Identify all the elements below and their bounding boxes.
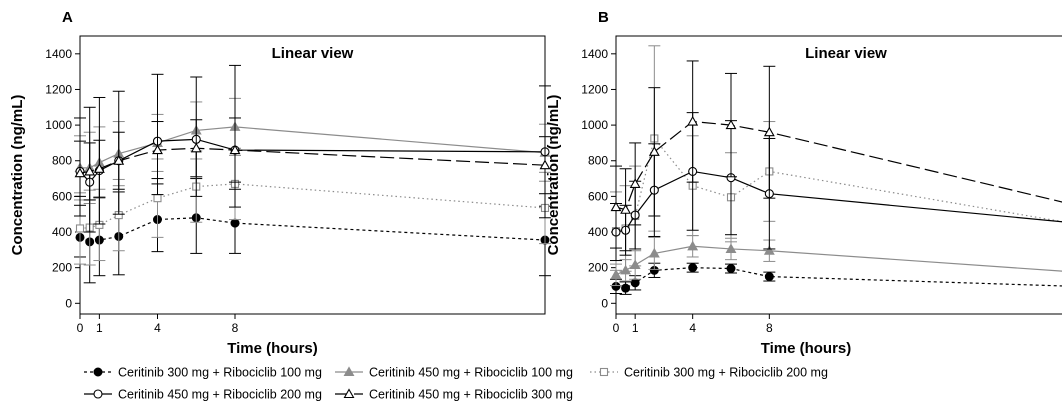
data-point xyxy=(113,155,125,165)
data-point xyxy=(687,240,699,251)
data-point xyxy=(687,115,699,126)
y-tick-label: 400 xyxy=(52,225,72,239)
y-tick-label: 400 xyxy=(588,225,608,239)
data-point xyxy=(764,272,774,282)
x-tick-label: 0 xyxy=(613,321,620,335)
x-tick-label: 0 xyxy=(77,321,84,335)
y-tick-label: 1000 xyxy=(45,118,72,132)
panel-title: Linear view xyxy=(805,45,887,62)
legend-label: Ceritinib 450 mg + Ribociclib 200 mg xyxy=(118,388,322,402)
legend-item-3: Ceritinib 300 mg + Ribociclib 200 mg xyxy=(590,366,828,380)
data-point xyxy=(725,243,737,254)
series-5 xyxy=(74,117,551,206)
data-point xyxy=(763,126,775,137)
series-line xyxy=(615,267,1062,289)
x-tick-label: 1 xyxy=(96,321,103,335)
plot-frame xyxy=(79,35,546,315)
plot-frame xyxy=(615,35,1062,315)
x-axis-label: Time (hours) xyxy=(761,340,852,357)
y-tick-label: 1400 xyxy=(581,47,608,61)
panel-title: Linear view xyxy=(272,45,354,62)
legend-label: Ceritinib 450 mg + Ribociclib 300 mg xyxy=(369,388,573,402)
data-point xyxy=(648,146,660,156)
y-tick-label: 600 xyxy=(52,189,72,203)
legend-item-1: Ceritinib 300 mg + Ribociclib 100 mg xyxy=(84,366,322,380)
series-line xyxy=(79,183,546,230)
data-point xyxy=(610,269,622,279)
y-tick-label: 1200 xyxy=(581,82,608,96)
x-tick-label: 4 xyxy=(689,321,696,335)
series-line xyxy=(79,217,546,243)
data-point xyxy=(84,165,96,176)
data-point xyxy=(75,224,85,233)
data-point xyxy=(539,159,551,170)
x-tick-label: 4 xyxy=(154,321,161,335)
legend-label: Ceritinib 300 mg + Ribociclib 200 mg xyxy=(624,366,828,380)
series-4 xyxy=(610,112,1062,262)
x-tick-label: 8 xyxy=(232,321,239,335)
series-3 xyxy=(610,45,1062,272)
x-tick-label: 1 xyxy=(632,321,639,335)
y-tick-label: 1400 xyxy=(45,47,72,61)
data-point xyxy=(630,278,640,288)
data-point xyxy=(620,204,632,214)
series-2 xyxy=(610,235,1062,286)
data-point xyxy=(621,283,631,293)
y-axis-label: Concentration (ng/mL) xyxy=(545,95,562,256)
data-point xyxy=(763,245,775,255)
y-tick-label: 600 xyxy=(588,189,608,203)
y-tick-label: 1000 xyxy=(581,118,608,132)
series-5 xyxy=(610,60,1062,252)
data-point xyxy=(648,247,660,258)
x-axis-label: Time (hours) xyxy=(227,340,318,357)
data-point xyxy=(153,194,162,203)
legend-item-5: Ceritinib 450 mg + Ribociclib 300 mg xyxy=(335,388,573,402)
series-line xyxy=(615,245,1062,276)
legend-item-4: Ceritinib 450 mg + Ribociclib 200 mg xyxy=(84,388,322,402)
series-line xyxy=(79,138,546,184)
series-line xyxy=(615,137,1062,232)
series-4 xyxy=(74,64,551,233)
data-point xyxy=(93,163,105,173)
legend-marker xyxy=(343,366,355,377)
data-point xyxy=(688,263,698,273)
legend-marker xyxy=(93,389,103,399)
legend-marker xyxy=(93,367,103,377)
x-tick-label: 8 xyxy=(766,321,773,335)
legend: Ceritinib 300 mg + Ribociclib 100 mg Ceri… xyxy=(84,366,828,402)
data-point xyxy=(74,167,86,178)
series-1 xyxy=(610,262,1062,295)
data-point xyxy=(629,178,641,188)
panel-letter: A xyxy=(62,9,73,26)
data-point xyxy=(725,119,737,130)
y-tick-label: 200 xyxy=(588,261,608,275)
series-1 xyxy=(74,178,551,284)
y-tick-label: 800 xyxy=(52,154,72,168)
data-point xyxy=(229,144,241,155)
legend-item-2: Ceritinib 450 mg + Ribociclib 100 mg xyxy=(335,366,573,380)
data-point xyxy=(726,264,736,274)
y-tick-label: 200 xyxy=(52,261,72,275)
legend-marker xyxy=(599,367,609,377)
series-3 xyxy=(74,147,551,266)
data-point xyxy=(152,144,163,155)
y-axis-label: Concentration (ng/mL) xyxy=(9,95,26,256)
panel-letter: B xyxy=(598,9,609,26)
data-point xyxy=(610,201,622,212)
y-tick-label: 0 xyxy=(601,296,608,310)
y-tick-label: 0 xyxy=(65,296,72,310)
legend-label: Ceritinib 450 mg + Ribociclib 100 mg xyxy=(369,366,573,380)
legend-marker xyxy=(343,388,355,399)
y-tick-label: 1200 xyxy=(45,82,72,96)
y-tick-label: 800 xyxy=(588,154,608,168)
legend-label: Ceritinib 300 mg + Ribociclib 100 mg xyxy=(118,366,322,380)
series-line xyxy=(615,120,1062,211)
series-line xyxy=(615,170,1062,233)
data-point xyxy=(230,218,240,228)
data-point xyxy=(190,142,202,153)
